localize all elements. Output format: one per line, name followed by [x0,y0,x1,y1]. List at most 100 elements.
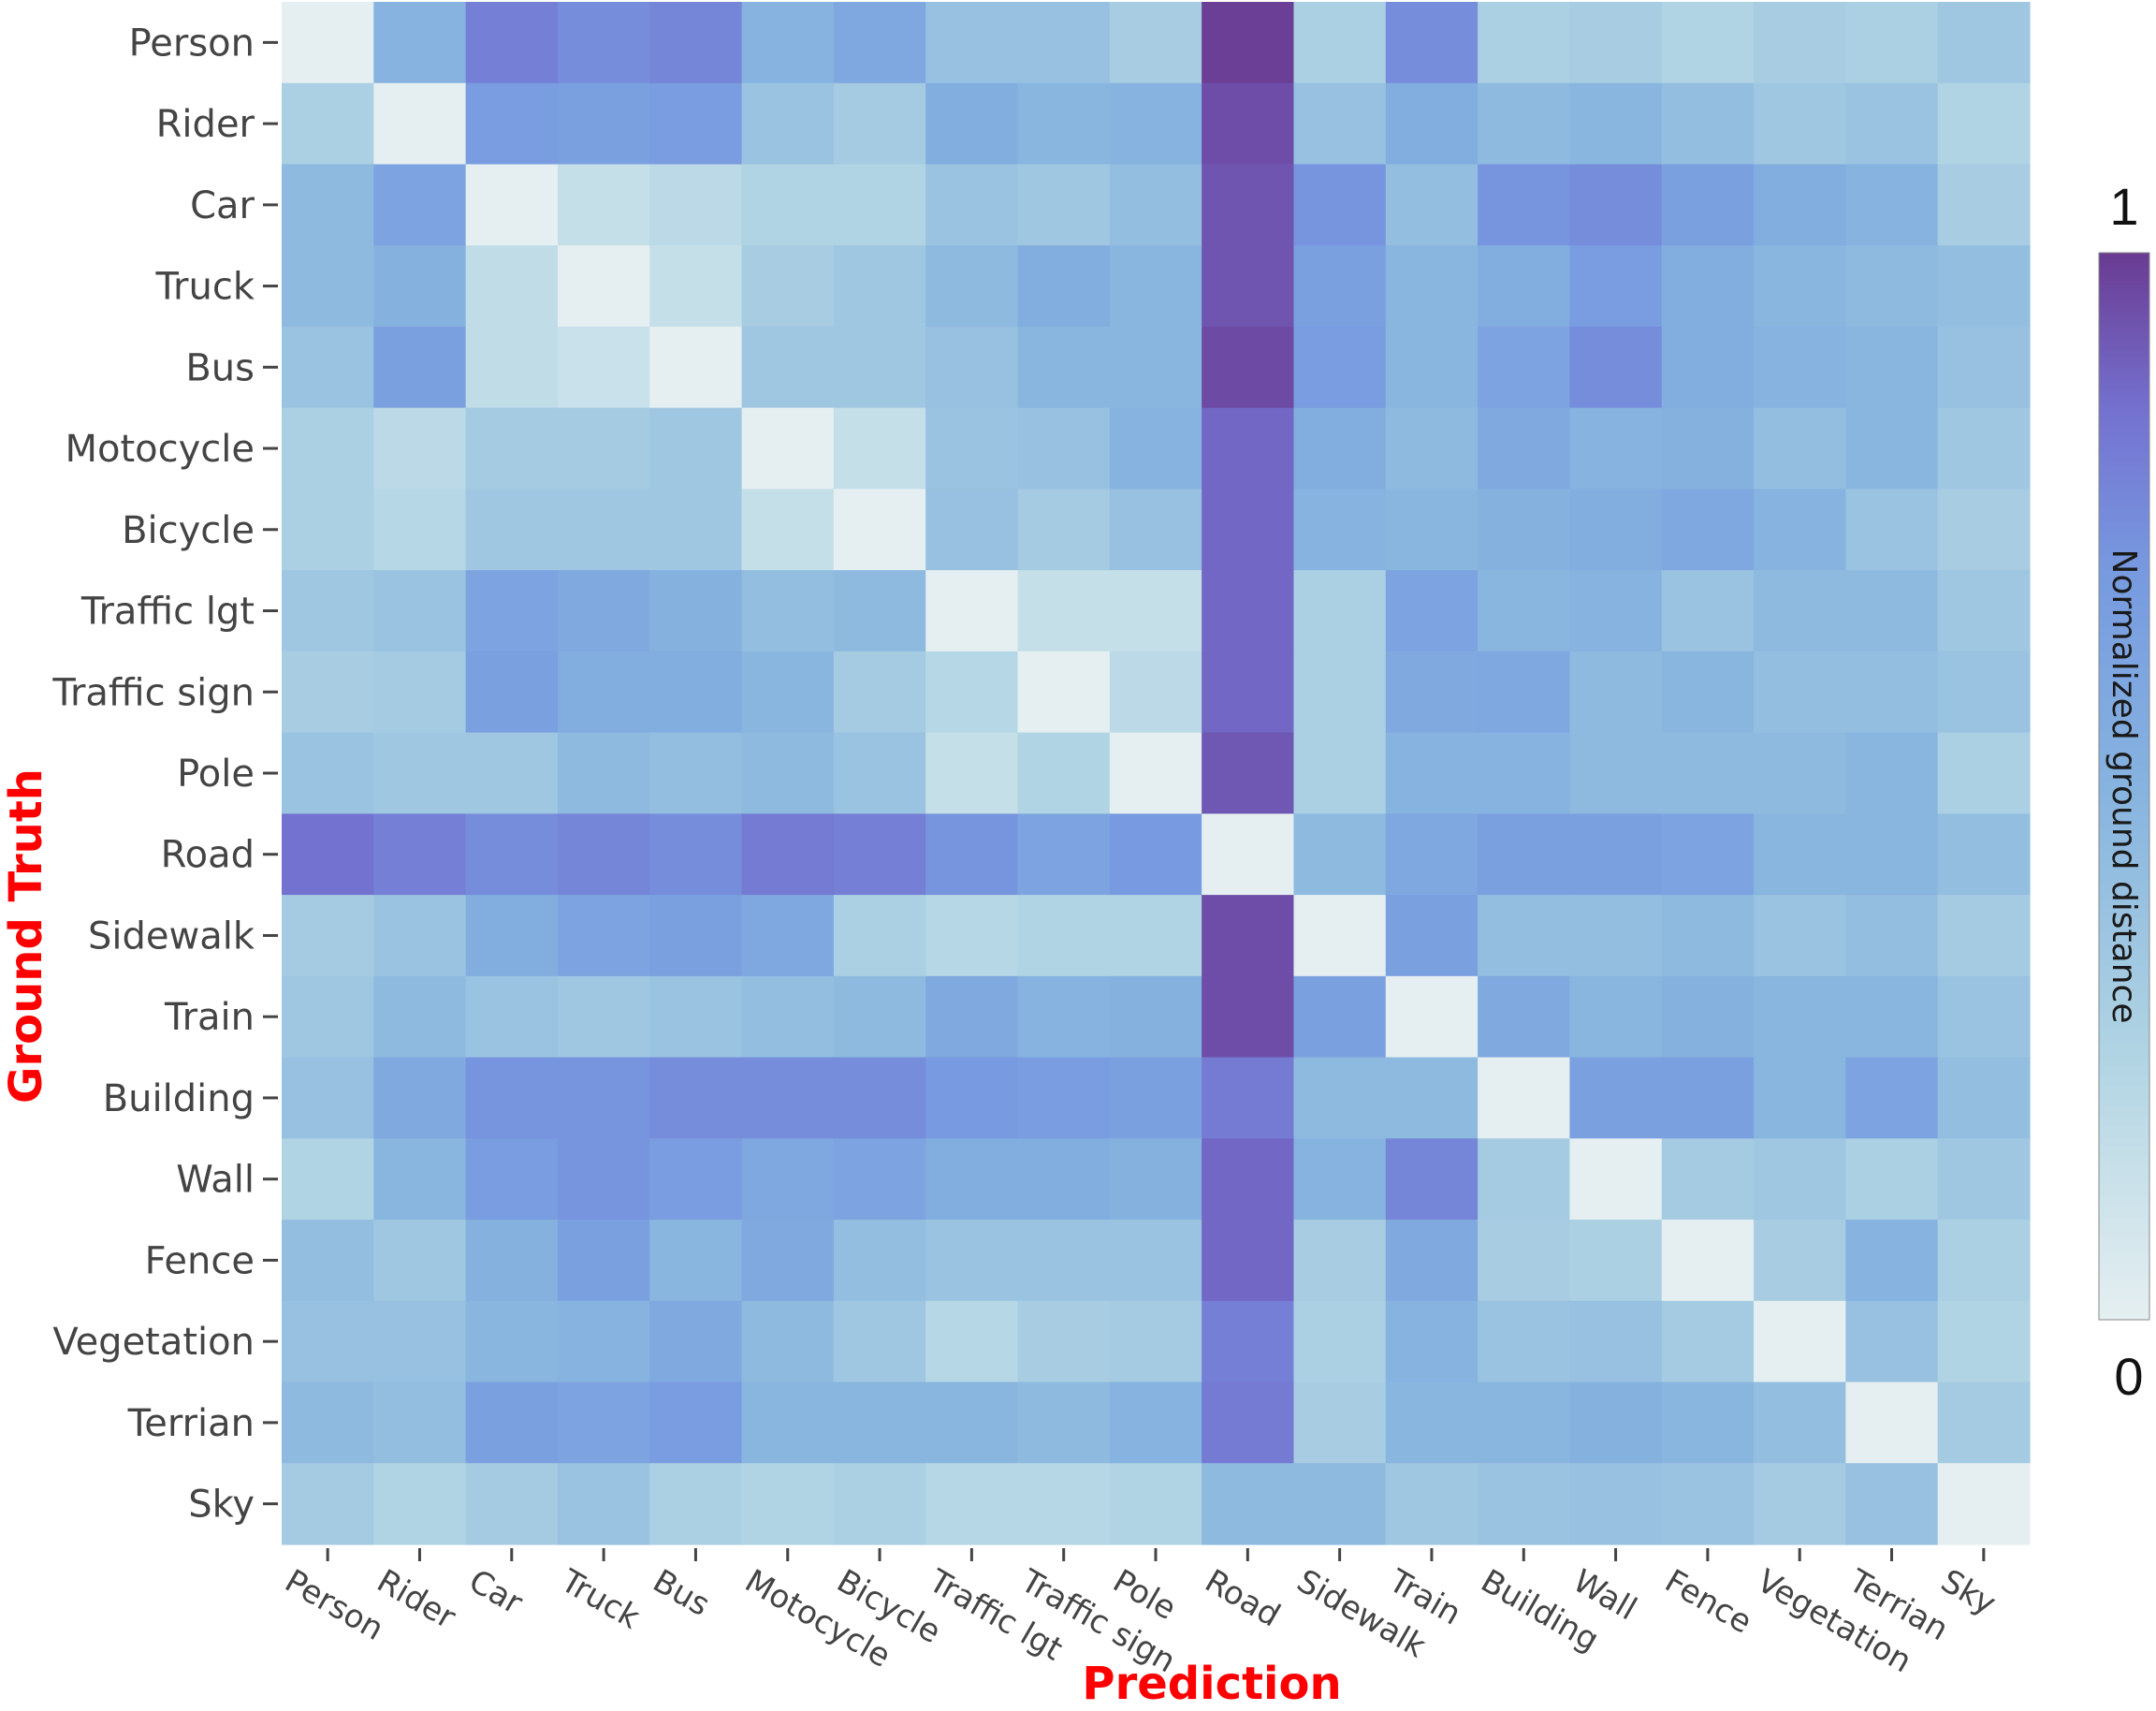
heatmap-cell [1017,570,1111,652]
heatmap-cell [557,407,650,490]
heatmap-cell [1385,82,1479,166]
heatmap-cell [557,2,650,84]
heatmap-cell [1845,570,1939,652]
heatmap-cell [1661,1138,1755,1221]
heatmap-cell [1569,326,1663,409]
heatmap-cell [1017,326,1111,409]
heatmap-cell [925,407,1019,490]
heatmap-cell [1845,732,1939,814]
heatmap-cell [1478,489,1571,571]
heatmap-cell [282,570,374,652]
y-tick-label: Person [129,22,255,65]
heatmap-cell [1293,82,1387,166]
heatmap-cell [1293,1220,1387,1302]
heatmap-cell [1845,1463,1939,1545]
heatmap-cell [925,245,1019,328]
heatmap-cell [1937,164,2031,246]
x-axis-title: Prediction [1082,1658,1341,1710]
heatmap-cell [373,813,467,896]
heatmap-cell [1478,651,1571,734]
x-tick-label: Fence [1658,1562,1757,1642]
heatmap-cell [833,1300,926,1383]
heatmap-cell [925,2,1019,84]
heatmap-cell [1661,82,1755,166]
heatmap-cell [1385,1220,1479,1302]
heatmap-cell [1385,245,1479,328]
heatmap-cell [1478,895,1571,977]
heatmap-cell [925,164,1019,246]
heatmap-cell [1385,1463,1479,1545]
heatmap-cell [465,732,559,814]
heatmap-cell [925,489,1019,571]
heatmap-cell [1661,651,1755,734]
heatmap-cell [833,1463,926,1545]
heatmap-cell [557,1463,650,1545]
heatmap-cell [1202,1463,1295,1545]
y-tick-label: Traffic lgt [80,591,255,634]
heatmap-cell [1109,1138,1202,1221]
heatmap-cell [1754,813,1846,896]
heatmap-cell [465,1463,559,1545]
heatmap-cell [1754,489,1846,571]
heatmap-cell [1754,895,1846,977]
heatmap-cell [1478,1463,1571,1545]
heatmap-cell [373,975,467,1059]
heatmap-cell [925,1138,1019,1221]
heatmap-cell [1202,732,1295,814]
heatmap-cell [1569,2,1663,84]
y-tick-label: Truck [154,266,255,309]
heatmap-cell [1017,245,1111,328]
heatmap-cell [1385,2,1479,84]
heatmap-cell [925,1220,1019,1302]
heatmap-cell [741,895,835,977]
heatmap-cell [282,651,374,734]
heatmap-cell [1385,326,1479,409]
heatmap-cell [1109,82,1202,166]
heatmap-cell [1202,895,1295,977]
heatmap-cell [741,2,835,84]
heatmap-cell [1293,1138,1387,1221]
heatmap-cell [1109,1220,1202,1302]
heatmap-cell [741,651,835,734]
heatmap-cell [1845,813,1939,896]
heatmap-cell [925,1300,1019,1383]
heatmap-cell [741,245,835,328]
heatmap-cell [833,1057,926,1139]
heatmap-cell [1937,895,2031,977]
heatmap-cell [1937,1463,2031,1545]
y-tick-label: Building [103,1077,255,1120]
heatmap-cell [1661,326,1755,409]
heatmap-cell [1017,732,1111,814]
heatmap-cell [1845,407,1939,490]
heatmap-cell [1385,895,1479,977]
heatmap-cell [1845,1220,1939,1302]
heatmap-cell [1569,570,1663,652]
heatmap-cell [465,651,559,734]
heatmap-cell [465,1138,559,1221]
heatmap-cell [557,164,650,246]
heatmap-cell [373,489,467,571]
heatmap-cell [1569,895,1663,977]
heatmap-cell [1202,164,1295,246]
heatmap-cell [741,813,835,896]
heatmap-cell [1202,489,1295,571]
heatmap-cell [1202,1220,1295,1302]
heatmap-cell [1845,895,1939,977]
heatmap-cell [1478,975,1571,1059]
heatmap-cell [1754,2,1846,84]
heatmap-cell [1293,326,1387,409]
heatmap-cell [1569,651,1663,734]
heatmap-cell [1385,1138,1479,1221]
heatmap-cell [833,2,926,84]
heatmap-cell [1754,1057,1846,1139]
heatmap-cell [1569,489,1663,571]
heatmap-cell [1661,1463,1755,1545]
heatmap-cell [1109,732,1202,814]
heatmap-cell [1109,1300,1202,1383]
heatmap-cell [1017,1138,1111,1221]
heatmap-cell [1109,245,1202,328]
heatmap-cell [1845,326,1939,409]
heatmap-cell [373,732,467,814]
heatmap-cell [925,651,1019,734]
heatmap-cell [1385,407,1479,490]
